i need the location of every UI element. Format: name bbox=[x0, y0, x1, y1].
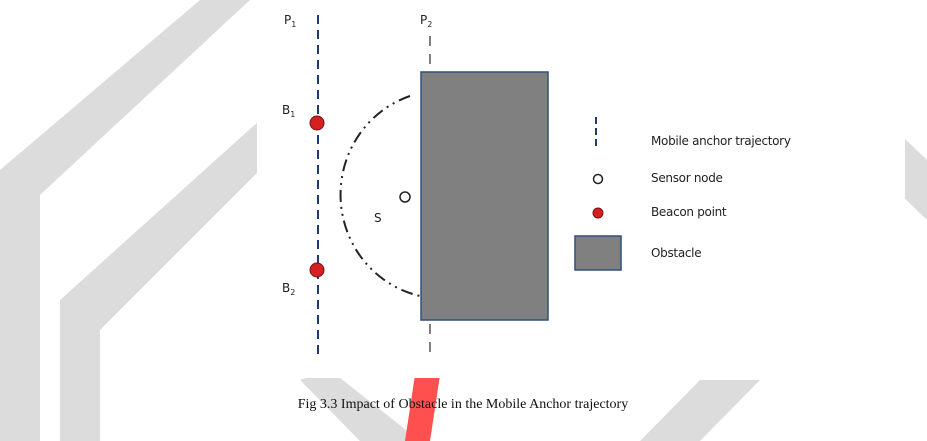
obstacle bbox=[420, 71, 549, 321]
legend-label: Beacon point bbox=[651, 205, 727, 219]
legend-label: Mobile anchor trajectory bbox=[651, 134, 791, 148]
p2-label: P2 bbox=[420, 13, 432, 29]
legend-label: Sensor node bbox=[651, 171, 723, 185]
sensor-node bbox=[399, 191, 411, 203]
legend-obstacle-icon bbox=[574, 235, 622, 271]
caption: Fig 3.3 Impact of Obstacle in the Mobile… bbox=[298, 397, 628, 412]
sensor-label: S bbox=[374, 211, 382, 225]
figure-background bbox=[257, 0, 905, 378]
b1-label: B1 bbox=[282, 103, 295, 119]
legend-sensor-icon bbox=[592, 173, 604, 185]
legend-beacon-icon bbox=[592, 207, 604, 219]
beacon-point bbox=[309, 262, 325, 278]
b2-label: B2 bbox=[282, 281, 295, 297]
legend-label: Obstacle bbox=[651, 246, 701, 260]
coverage-arc bbox=[339, 95, 421, 297]
p1-label: P1 bbox=[284, 13, 296, 29]
beacon-point bbox=[309, 115, 325, 131]
